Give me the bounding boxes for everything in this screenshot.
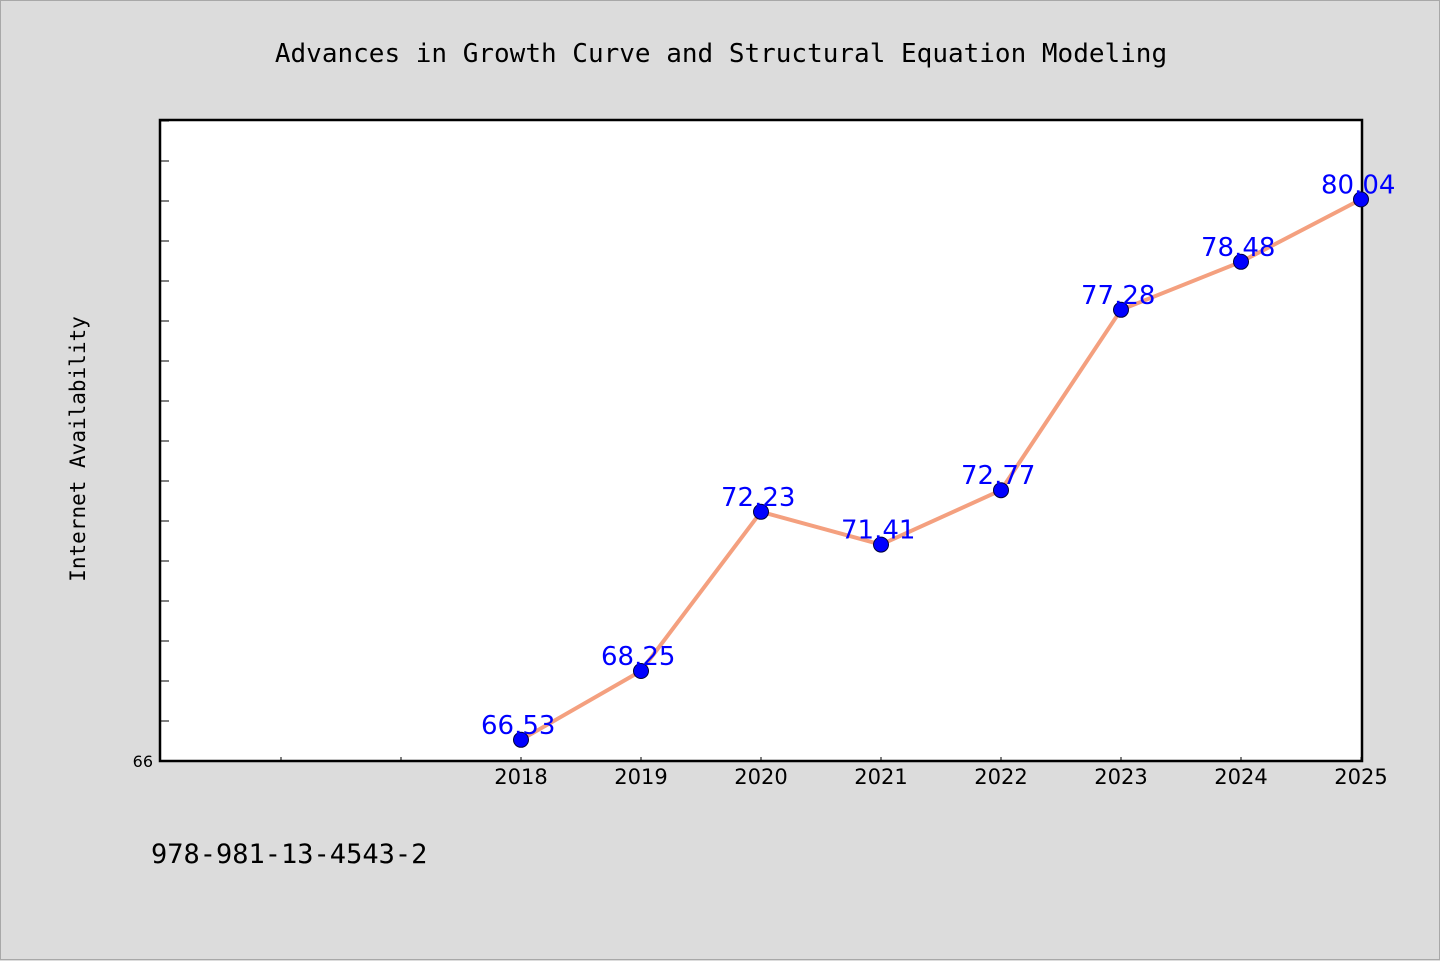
data-point-marker — [1353, 191, 1369, 208]
plot-area — [158, 118, 1364, 763]
data-point-marker — [993, 482, 1009, 499]
y-axis-ticks: 66 — [133, 120, 169, 771]
data-label: 66.53 — [481, 711, 555, 741]
data-label: 71.41 — [841, 516, 915, 546]
data-label: 72.77 — [961, 461, 1035, 491]
x-tick-label: 2025 — [1334, 765, 1387, 789]
x-axis-ticks: 2018 2019 2020 2021 2022 2023 2024 2025 — [280, 757, 1388, 789]
data-point-marker — [513, 731, 529, 748]
series-group: 66.53 68.25 72.23 71.41 72.77 77.28 78.48 80.04 — [481, 170, 1395, 748]
y-tick-label: 66 — [133, 752, 153, 771]
x-tick-label: 2018 — [494, 765, 547, 789]
data-label: 78.48 — [1201, 233, 1275, 263]
data-point-marker — [1233, 253, 1249, 270]
data-label: 80.04 — [1321, 170, 1395, 200]
data-point-marker — [753, 503, 769, 520]
data-point-marker — [633, 663, 649, 679]
x-tick-label: 2020 — [734, 765, 787, 789]
data-label: 68.25 — [601, 642, 675, 672]
x-tick-label: 2021 — [854, 765, 907, 789]
x-tick-label: 2024 — [1214, 765, 1267, 789]
y-axis-label: Internet Availability — [66, 316, 90, 582]
data-label: 72.23 — [721, 483, 795, 513]
series-line — [520, 197, 1362, 742]
isbn-footer: 978-981-13-4543-2 — [151, 839, 427, 870]
x-tick-label: 2023 — [1094, 765, 1147, 789]
x-tick-label: 2022 — [974, 765, 1027, 789]
chart-title: Advances in Growth Curve and Structural … — [275, 39, 1167, 69]
data-point-marker — [1113, 301, 1129, 318]
x-tick-label: 2019 — [614, 765, 667, 789]
data-point-marker — [873, 536, 889, 553]
data-label: 77.28 — [1081, 281, 1155, 311]
